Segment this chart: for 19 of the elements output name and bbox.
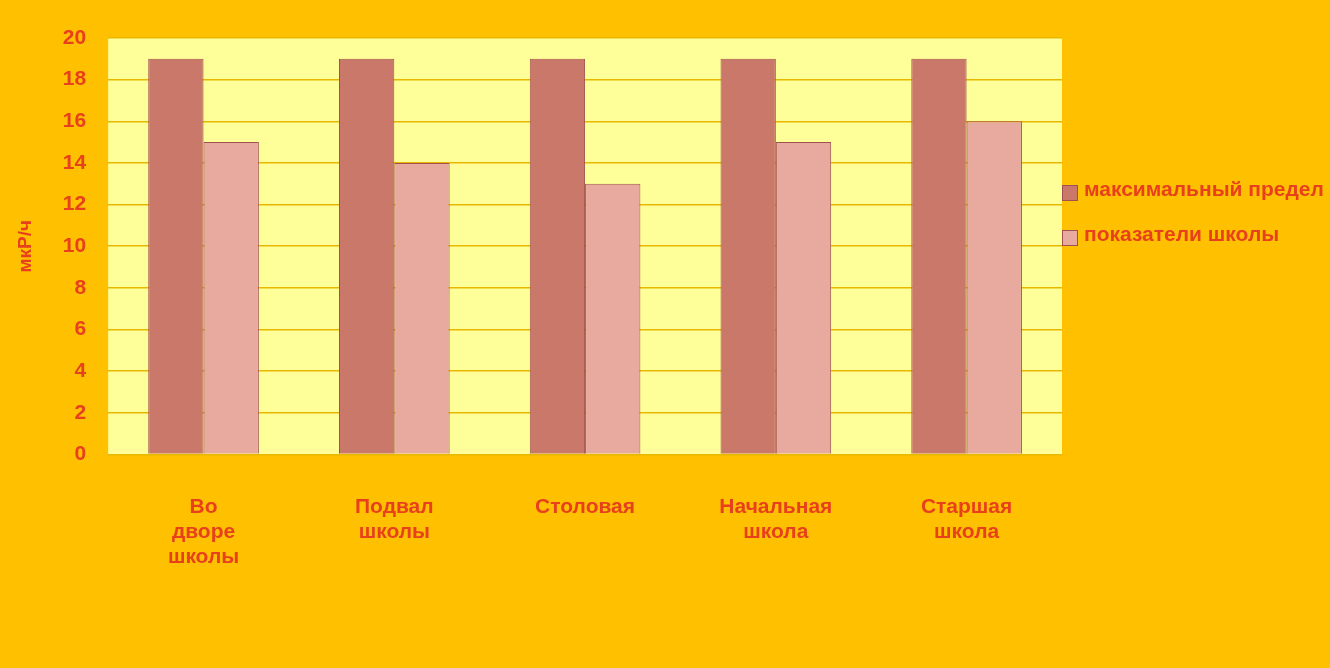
y-tick-label: 8 xyxy=(74,274,87,298)
x-tick-label: Старшая школа xyxy=(920,493,1013,542)
y-tick-label: 2 xyxy=(74,399,87,423)
y-tick-label: 18 xyxy=(62,66,87,90)
x-tick-label: Во дворе школы xyxy=(167,493,240,568)
y-tick-label: 12 xyxy=(62,191,87,215)
x-tick-label: Столовая xyxy=(535,493,636,517)
x-tick-label: Начальная школа xyxy=(719,493,833,542)
y-tick-label: 6 xyxy=(74,316,87,340)
y-tick-label: 10 xyxy=(62,233,87,256)
y-tick-label: 4 xyxy=(74,357,87,381)
legend-label: показатели школы xyxy=(1084,221,1280,247)
y-tick-label: 20 xyxy=(62,24,87,48)
x-tick-label: Подвал школы xyxy=(354,493,434,542)
y-tick-label: 16 xyxy=(62,108,87,132)
y-tick-label: 14 xyxy=(62,149,87,173)
legend-label: максимальный предел xyxy=(1084,176,1324,202)
y-tick-label: 0 xyxy=(74,441,87,465)
y-axis-title: мкР/ч xyxy=(13,219,35,273)
